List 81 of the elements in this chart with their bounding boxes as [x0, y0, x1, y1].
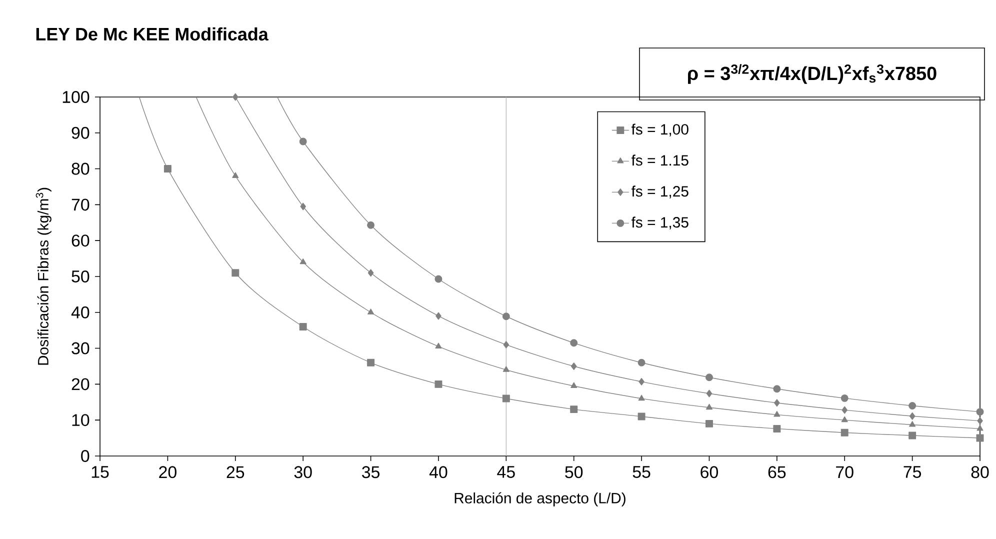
- x-tick-label: 40: [429, 466, 448, 478]
- point: [299, 138, 307, 146]
- point: [774, 410, 780, 417]
- y-tick-label: 40: [71, 306, 90, 318]
- y-axis-title: Dosificación Fibras (kg/m$^{3}$): [36, 188, 52, 365]
- chart-title: LEY De Mc KEE Modificada: [36, 27, 268, 41]
- point: [164, 165, 172, 173]
- point: [570, 362, 577, 370]
- y-tick-label: 20: [72, 378, 90, 390]
- y-tick-label: 10: [72, 414, 90, 426]
- legend-label: fs = 1,25: [631, 186, 688, 198]
- x-tick-label: 80: [971, 466, 989, 478]
- point: [976, 408, 984, 416]
- legend-label: fs = 1,35: [631, 216, 688, 230]
- text: ρ = 3$^{3/2}$xπ/4x(D/L)$^{2}$xf$_{s}$$^{3}$x7850: [688, 64, 936, 84]
- point: [840, 428, 848, 436]
- point: [299, 323, 307, 330]
- y-tick-label: 70: [72, 198, 90, 211]
- point: [570, 339, 578, 347]
- y-tick-label: 100: [62, 90, 90, 103]
- point: [706, 374, 713, 382]
- x-tick-label: 15: [92, 466, 109, 478]
- point: [367, 358, 375, 366]
- point: [773, 385, 781, 393]
- point: [773, 424, 781, 432]
- y-tick-label: 90: [72, 126, 90, 139]
- point: [300, 202, 306, 210]
- point: [436, 312, 442, 320]
- point: [976, 424, 984, 431]
- x-tick-label: 70: [836, 466, 854, 478]
- point: [570, 406, 578, 414]
- point: [638, 394, 645, 401]
- y-tick-label: 60: [72, 234, 90, 247]
- point: [638, 378, 644, 386]
- point: [908, 402, 916, 410]
- point: [502, 366, 510, 372]
- point: [977, 417, 983, 425]
- x-tick-label: 50: [565, 466, 583, 478]
- y-tick-label: 80: [72, 162, 90, 175]
- point: [638, 358, 646, 366]
- point: [706, 390, 712, 398]
- point: [841, 416, 848, 422]
- point: [570, 382, 578, 388]
- y-tick-label: 50: [72, 270, 90, 282]
- point: [774, 399, 780, 407]
- y-tick-label: 30: [72, 342, 90, 354]
- x-axis-title: Relación de aspecto (L/D): [454, 492, 626, 506]
- point: [435, 342, 442, 349]
- x-tick-label: 30: [294, 466, 312, 478]
- point: [840, 394, 848, 402]
- point: [232, 269, 240, 277]
- point: [368, 269, 374, 277]
- x-tick-label: 65: [768, 466, 786, 478]
- point: [367, 221, 375, 229]
- x-tick-label: 20: [159, 466, 176, 478]
- point: [842, 406, 848, 414]
- x-tick-label: 75: [904, 466, 922, 478]
- point: [232, 172, 239, 178]
- point: [502, 312, 510, 320]
- legend-label: fs = 1.15: [631, 154, 688, 166]
- point: [908, 432, 916, 440]
- point: [300, 258, 306, 264]
- point: [503, 340, 510, 348]
- point: [909, 421, 916, 427]
- x-tick-label: 25: [226, 466, 244, 478]
- point: [976, 434, 984, 442]
- point: [367, 308, 374, 314]
- x-tick-label: 35: [362, 466, 380, 478]
- point: [638, 412, 646, 420]
- x-tick-label: 45: [497, 466, 515, 478]
- point: [232, 93, 238, 101]
- y-tick-label: 0: [81, 450, 90, 462]
- legend-label: fs = 1,00: [631, 124, 688, 136]
- x-tick-label: 55: [632, 466, 650, 478]
- point: [434, 275, 442, 283]
- point: [706, 420, 713, 428]
- point: [909, 412, 916, 420]
- x-tick-label: 60: [700, 466, 718, 478]
- point: [706, 404, 713, 410]
- point: [502, 394, 510, 402]
- point: [434, 380, 442, 388]
